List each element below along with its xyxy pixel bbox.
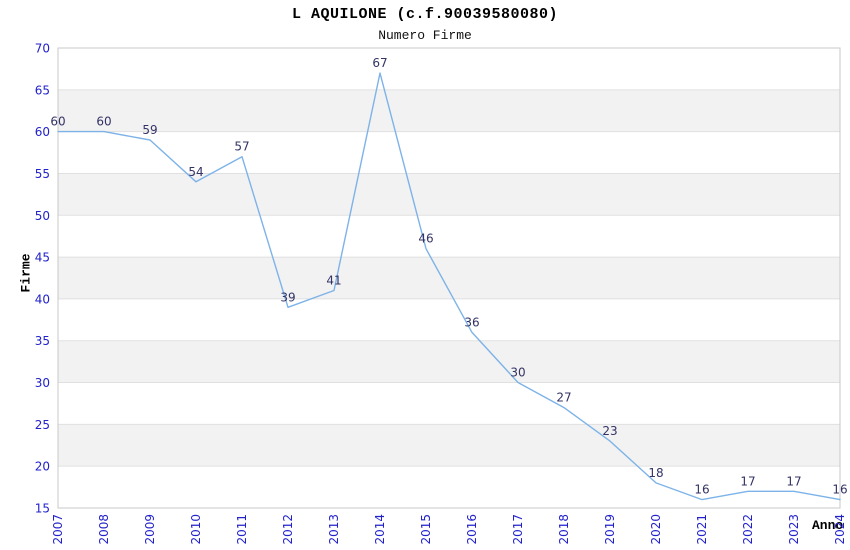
y-tick-label: 60 [35,125,50,139]
point-label: 57 [234,140,249,154]
alternating-band [58,89,840,132]
x-tick-label: 2020 [649,514,663,545]
point-label: 36 [464,315,479,329]
x-tick-label: 2023 [787,514,801,545]
alternating-band [58,424,840,467]
series-line [57,72,841,501]
point-label: 16 [832,483,847,497]
x-tick-label: 2014 [373,514,387,545]
point-label: 17 [786,474,801,488]
x-axis-label: Anno [812,518,844,533]
alternating-band [58,257,840,299]
x-tick-label: 2013 [327,514,341,545]
y-tick-label-group: 15 20 25 30 35 40 45 50 55 60 65 70 [35,42,50,516]
y-tick-label: 50 [35,209,50,223]
plot-border [57,47,841,509]
y-tick-label: 70 [35,42,50,56]
alternating-band [58,173,840,216]
x-tick-label: 2012 [281,514,295,545]
point-label: 18 [648,466,663,480]
chart-title: L AQUILONE (c.f.90039580080) [291,6,559,23]
x-tick-label: 2018 [557,514,571,545]
y-tick-label: 15 [35,502,50,516]
x-tick-label: 2024 [833,514,847,545]
y-tick-label: 45 [35,251,50,265]
point-label: 17 [740,474,755,488]
point-label: 67 [372,56,387,70]
y-tick-label: 55 [35,167,50,181]
band-group [58,89,840,467]
x-tick-label: 2007 [51,514,65,545]
x-tick-label: 2017 [511,514,525,545]
y-tick-label: 35 [35,334,50,348]
point-label: 39 [280,290,295,304]
point-label: 23 [602,424,617,438]
point-label-group: 60 60 59 54 57 39 41 67 46 36 30 27 23 18 16 17 17 16 [50,56,847,497]
point-label: 60 [50,115,65,129]
x-tick-label: 2015 [419,514,433,545]
x-tick-label: 2016 [465,514,479,545]
x-tick-label: 2008 [97,514,111,545]
x-tick-label: 2019 [603,514,617,545]
x-tick-label: 2022 [741,514,755,545]
point-label: 16 [694,483,709,497]
point-label: 59 [142,123,157,137]
x-tick-label-group: 2007 2008 2009 2010 2011 2012 2013 2014 2015 2016… [51,514,847,545]
series-line-group [57,72,841,501]
plot-border-rect [57,47,841,509]
point-label: 60 [96,115,111,129]
point-label: 41 [326,274,341,288]
x-tick-label: 2011 [235,514,249,545]
chart-subtitle: Numero Firme [378,28,472,43]
y-tick-label: 40 [35,292,50,306]
x-tick-label: 2021 [695,514,709,545]
point-label: 54 [188,165,203,179]
point-label: 46 [418,232,433,246]
y-tick-label: 25 [35,418,50,432]
y-tick-label: 65 [35,83,50,97]
y-tick-label: 30 [35,376,50,390]
x-tick-label: 2010 [189,514,203,545]
point-label: 27 [556,391,571,405]
point-label: 30 [510,366,525,380]
alternating-band [58,340,840,383]
x-tick-label: 2009 [143,514,157,545]
y-tick-label: 20 [35,460,50,474]
